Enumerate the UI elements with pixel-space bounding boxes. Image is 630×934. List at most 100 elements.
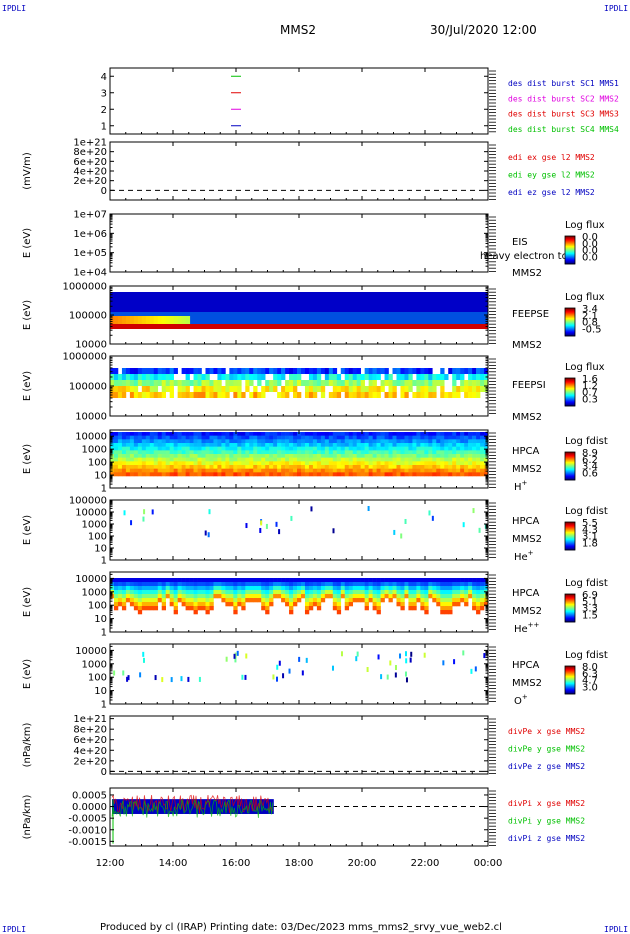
hpca-h-cell <box>448 439 453 444</box>
sparse-cell <box>404 671 407 677</box>
hpca-h-cell <box>392 446 397 451</box>
hpca-h-cell <box>344 443 350 447</box>
hpca-he2-cell <box>340 594 346 599</box>
hpca-h-cell <box>129 465 135 469</box>
hpca-h-cell <box>416 461 421 466</box>
hpca-he2-cell <box>320 594 326 599</box>
feepsi-cell <box>472 380 477 386</box>
hpca-h-cell <box>289 457 294 462</box>
feepsi-cell <box>141 368 147 374</box>
hpca-he2-cell <box>189 606 194 611</box>
hpca-he2-cell <box>472 582 477 587</box>
hpca-he2-cell <box>336 610 342 615</box>
sparse-cell <box>278 529 281 535</box>
hpca-h-cell <box>316 465 322 469</box>
feepsi-cell <box>436 380 441 386</box>
hpca-he2-cell <box>133 594 139 599</box>
hpca-h-cell <box>436 439 441 444</box>
hpca-h-cell <box>177 468 182 473</box>
feepsi-cell <box>380 386 385 392</box>
sparse-cell <box>404 518 407 524</box>
sparse-cell <box>453 659 456 665</box>
hpca-h-cell <box>297 457 302 462</box>
eis-frame <box>109 213 489 273</box>
hpca-h-cell <box>273 432 278 436</box>
hpca-he2-cell <box>376 594 381 599</box>
hpca-h-cell <box>300 435 306 440</box>
hpca-h-cell <box>197 472 202 477</box>
sparse-cell <box>142 516 145 522</box>
hpca-h-cell <box>189 457 194 462</box>
hpca-he2-cell <box>340 590 346 595</box>
hpca-he2-cell <box>476 594 481 599</box>
hpca-h-cell <box>416 472 421 477</box>
hpca-h-cell <box>169 446 174 451</box>
hpca-h-cell <box>476 450 481 455</box>
hpca-h-cell <box>388 454 393 458</box>
feepsi-cell <box>444 392 449 398</box>
hpca-h-cell <box>376 450 381 455</box>
hpca-h-cell <box>472 443 477 447</box>
feepsi-cell <box>277 392 282 398</box>
hpca-he2-cell <box>476 610 481 615</box>
hpca-h-cell <box>265 454 270 458</box>
hpca-he2-cell <box>320 578 326 583</box>
hpca-h-cell <box>153 472 159 477</box>
hpca-h-cell <box>376 439 381 444</box>
feepsi-cell <box>125 380 131 386</box>
hpca-h-cell <box>432 468 437 473</box>
hpca-he2-cell <box>289 602 294 607</box>
feepsi-cell <box>396 380 401 386</box>
feepsi-cell <box>285 386 290 392</box>
feepsi-cell <box>297 392 302 398</box>
hpca-h-cell <box>233 465 238 469</box>
colorbar-cell <box>565 331 575 333</box>
colorbar-cell <box>565 616 575 618</box>
hpca-h-cell <box>241 465 246 469</box>
hpca-he2-cell <box>129 578 135 583</box>
hpca-h-cell <box>233 454 238 458</box>
hpca-he2-cell <box>205 602 210 607</box>
feepse-enhancement-cell <box>157 316 163 324</box>
hpca-h-cell <box>336 450 342 455</box>
hpca-he2-cell <box>400 586 405 591</box>
hpca-h-cell <box>257 461 262 466</box>
colorbar-cell <box>565 473 575 475</box>
hpca-h-cell <box>304 461 310 466</box>
feepsi-cell <box>352 374 357 380</box>
hpca-h-cell <box>229 450 234 455</box>
hpca-h-cell <box>237 432 242 436</box>
hpca-h-cell <box>149 432 155 436</box>
feepsi-cell <box>424 374 429 380</box>
hpca-he2-cell <box>277 594 282 599</box>
colorbar-cell <box>565 390 575 392</box>
legend-entry: des dist burst SC3 MMS3 <box>508 110 619 119</box>
hpca-he2-cell <box>137 606 143 611</box>
feepsi-cell <box>121 386 127 392</box>
hpca-he2-cell <box>340 582 346 587</box>
hpca-he2-cell <box>169 590 174 595</box>
colorbar-cell <box>565 475 575 477</box>
feepsi-cell <box>281 374 286 380</box>
hpca-h-cell <box>300 461 306 466</box>
hpca-h-cell <box>185 465 190 469</box>
colorbar-cell <box>565 236 575 238</box>
feepsi-cell <box>476 392 481 398</box>
hpca-h-cell <box>153 432 159 436</box>
feepsi-cell <box>368 374 373 380</box>
hpca-h-cell <box>141 450 147 455</box>
hpca-he2-cell <box>153 594 159 599</box>
hpca-he2-cell <box>456 590 461 595</box>
feepsi-cell <box>177 392 182 398</box>
feepsi-cell <box>316 380 322 386</box>
feepsi-cell <box>352 368 357 374</box>
hpca-he2-cell <box>448 582 453 587</box>
hpca-h-cell <box>380 457 385 462</box>
hpca-h-cell <box>472 450 477 455</box>
hpca-h-cell <box>468 443 473 447</box>
feepsi-cell <box>253 392 258 398</box>
hpca-h-cell <box>253 468 258 473</box>
hpca-h-cell <box>428 468 433 473</box>
hpca-h-cell <box>289 472 294 477</box>
